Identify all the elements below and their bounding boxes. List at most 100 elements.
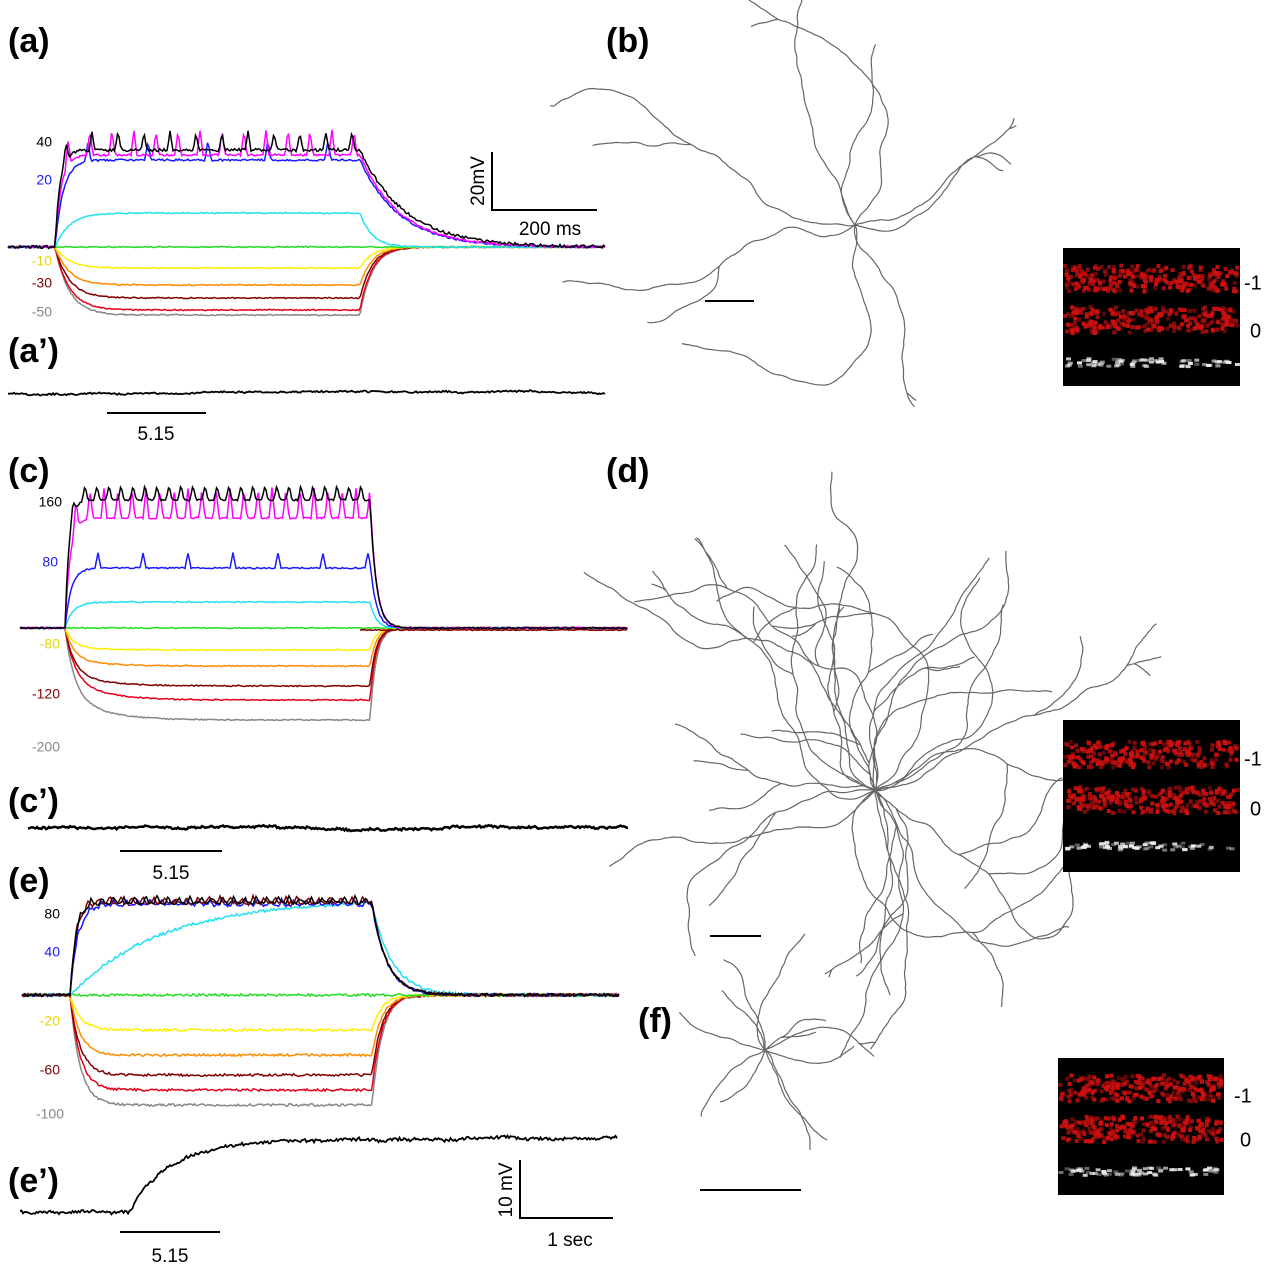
inset-pixel	[1184, 281, 1189, 286]
inset-pixel	[1141, 1136, 1146, 1141]
inset-pixel	[1155, 1082, 1160, 1087]
inset-pixel	[1219, 271, 1224, 276]
inset-pixel	[1089, 273, 1094, 278]
inset-pixel	[1191, 1139, 1196, 1144]
inset-pixel	[1142, 757, 1146, 762]
inset-pixel	[1200, 1089, 1205, 1094]
inset-pixel	[1109, 1122, 1114, 1127]
inset-pixel	[1142, 324, 1147, 329]
inset-pixel	[1151, 749, 1156, 754]
inset-pixel	[1142, 289, 1147, 294]
inset-pixel	[1102, 312, 1107, 316]
inset-pixel	[1191, 790, 1196, 795]
inset-pixel	[1224, 805, 1229, 810]
inset-pixel	[1070, 1117, 1075, 1122]
inset-pixel	[1068, 1172, 1074, 1176]
inset-pixel	[1117, 273, 1122, 278]
inset-pixel	[1229, 318, 1234, 323]
inset-pixel	[1089, 312, 1094, 317]
inset-pixel	[1135, 274, 1139, 279]
inset-pixel	[1102, 800, 1107, 805]
inset-pixel	[1082, 787, 1087, 792]
panel-label: (c)	[8, 452, 50, 490]
inset-pixel	[1222, 741, 1227, 746]
inset-pixel	[1208, 274, 1213, 279]
inset-pixel	[1093, 1135, 1098, 1139]
inset-pixel	[1060, 1097, 1065, 1102]
inset-pixel	[1131, 317, 1136, 322]
inset-pixel	[1185, 328, 1190, 333]
inset-pixel	[1073, 1120, 1078, 1125]
inset-pixel	[1131, 765, 1135, 770]
inset-pixel	[1133, 1079, 1138, 1084]
inset-pixel	[1200, 329, 1205, 334]
inset-pixel	[1208, 801, 1213, 806]
inset-pixel	[1109, 794, 1114, 799]
inset-pixel	[1080, 1121, 1085, 1126]
inset-pixel	[1093, 1131, 1098, 1136]
inset-pixel	[1152, 267, 1157, 272]
inset-pixel	[1088, 278, 1093, 283]
inset-pixel	[1147, 1080, 1152, 1084]
inset-pixel	[1121, 792, 1126, 796]
inset-pixel	[1084, 1095, 1089, 1100]
inset-pixel	[1203, 1133, 1208, 1138]
inset-pixel	[1070, 754, 1075, 759]
inset-pixel	[1144, 358, 1150, 362]
inset-pixel	[1147, 1091, 1152, 1096]
trace	[21, 992, 620, 1058]
inset-pixel	[1212, 284, 1217, 289]
inset-label: 0	[1240, 1129, 1251, 1151]
inset-pixel	[1189, 1099, 1193, 1104]
inset-pixel	[1155, 807, 1160, 812]
inset-pixel	[1146, 327, 1151, 332]
inset-pixel	[1217, 804, 1222, 809]
inset-pixel	[1118, 846, 1124, 850]
inset-pixel	[1134, 1092, 1139, 1097]
inset-pixel	[1183, 741, 1188, 746]
inset-pixel	[1125, 792, 1130, 797]
inset-pixel	[1113, 841, 1119, 845]
inset-pixel	[1202, 798, 1207, 803]
inset-pixel	[1148, 306, 1153, 311]
inset-pixel	[1109, 1116, 1114, 1121]
inset-pixel	[1186, 739, 1191, 744]
inset-pixel	[1070, 752, 1075, 757]
inset-pixel	[1150, 1126, 1155, 1131]
inset-pixel	[1112, 270, 1117, 275]
inset-pixel	[1173, 805, 1178, 810]
inset-pixel	[1215, 364, 1221, 368]
inset-pixel	[1149, 1085, 1154, 1090]
inset-pixel	[1154, 1119, 1159, 1124]
trace	[19, 626, 628, 722]
trace-label: -100	[36, 1106, 64, 1122]
inset-pixel	[1081, 321, 1086, 326]
inset-pixel	[1086, 750, 1090, 754]
inset-pixel	[1063, 1121, 1068, 1125]
inset-pixel	[1230, 804, 1235, 809]
inset-pixel	[1117, 802, 1122, 807]
inset-pixel	[1072, 801, 1076, 806]
inset-pixel	[1187, 361, 1193, 365]
inset-pixel	[1206, 1073, 1211, 1078]
inset-pixel	[1220, 326, 1225, 331]
inset-pixel	[1113, 1170, 1119, 1174]
inset-pixel	[1109, 1073, 1114, 1078]
inset-pixel	[1153, 1127, 1158, 1132]
inset-pixel	[1127, 1099, 1132, 1104]
inset-pixel	[1124, 1169, 1130, 1173]
inset-pixel	[1142, 278, 1147, 282]
inset-pixel	[1069, 328, 1074, 333]
inset-pixel	[1112, 741, 1116, 746]
inset-pixel	[1172, 321, 1177, 326]
inset-pixel	[1103, 1085, 1108, 1090]
inset-pixel	[1063, 754, 1068, 759]
inset-pixel	[1141, 358, 1147, 362]
inset-pixel	[1160, 305, 1165, 310]
inset-pixel	[1092, 1088, 1097, 1093]
inset-pixel	[1133, 1119, 1138, 1124]
inset-pixel	[1142, 796, 1147, 801]
inset-pixel	[1135, 1133, 1140, 1138]
trace	[19, 600, 628, 630]
inset-pixel	[1118, 844, 1123, 848]
